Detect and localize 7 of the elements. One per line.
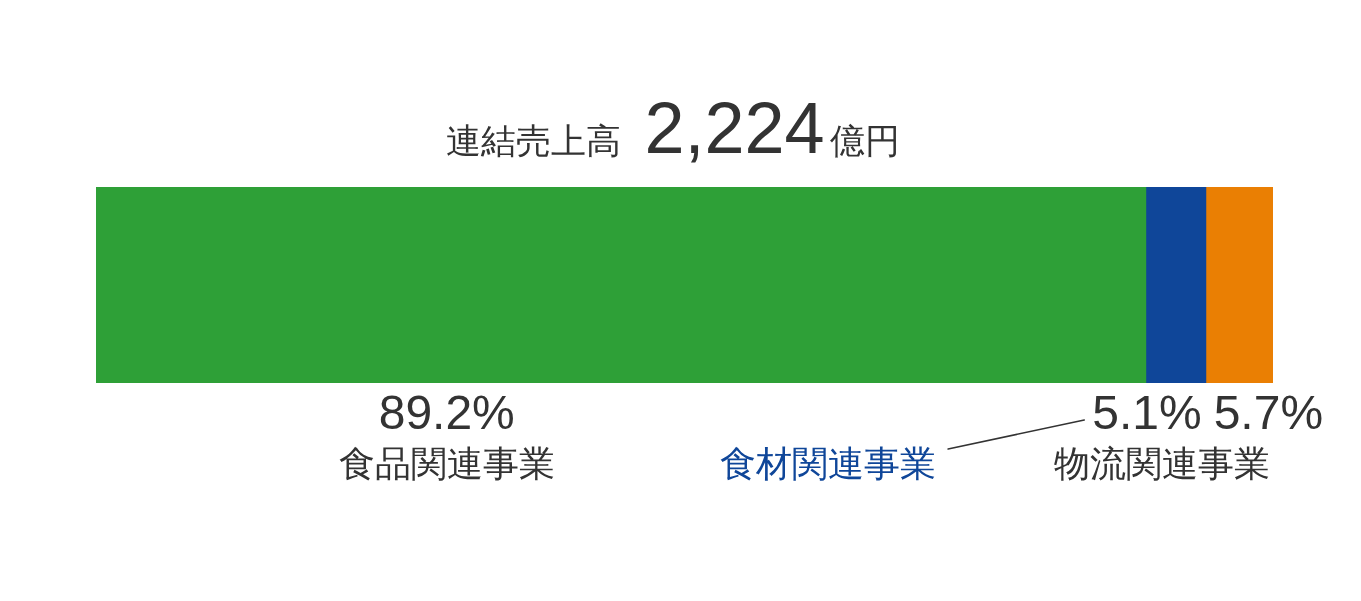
text: 食材関連事業 (720, 443, 937, 485)
series-label: 食品関連事業 (338, 443, 555, 485)
data-label: 5.7% (1213, 386, 1324, 440)
data-label: 89.2% (378, 386, 515, 440)
chart-title: 連結売上高 2,224億円 (446, 88, 900, 168)
series-label: 物流関連事業 (1054, 443, 1271, 485)
data-label: 5.1% (1092, 386, 1202, 440)
